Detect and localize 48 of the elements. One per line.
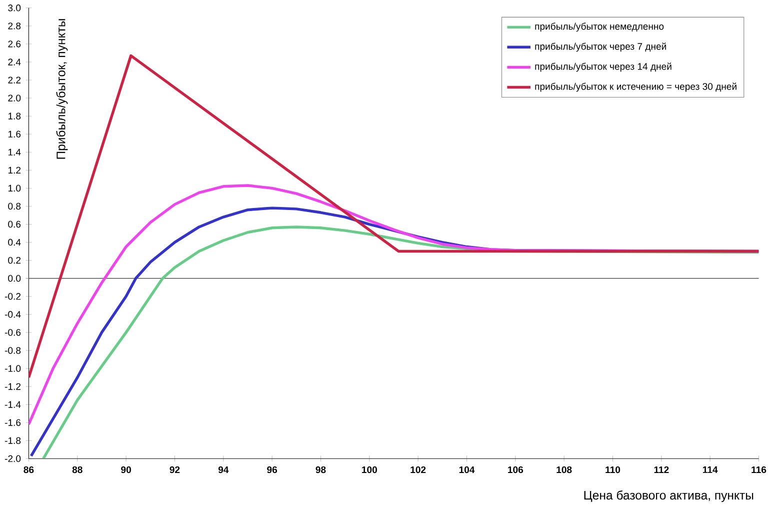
legend-label: прибыль/убыток через 7 дней [535,42,666,52]
y-tick-label: 0.4 [8,239,21,246]
x-tick-label: 102 [410,466,426,474]
y-tick-label: 1.2 [8,167,21,174]
y-tick-label: -0.6 [4,329,21,336]
x-tick-label: 104 [459,466,475,474]
y-tick-label: 2.6 [8,40,21,48]
x-axis-title: Цена базового актива, пункты [584,490,754,502]
legend-label: прибыль/убыток немедленно [535,22,664,32]
x-tick-label: 112 [654,466,669,474]
y-tick-label: 3.0 [8,4,21,12]
y-tick-label: -1.4 [4,401,21,408]
y-tick-label: 1.4 [8,149,21,156]
y-tick-label: -1.2 [4,383,21,390]
legend-label: прибыль/убыток к истечению = через 30 дней [535,82,736,92]
y-tick-label: -1.8 [4,437,21,444]
x-tick-label: 106 [508,466,524,474]
y-tick-label: 1.6 [8,130,21,138]
y-tick-label: 0.2 [8,257,21,264]
y-tick-label: -2.0 [4,455,21,462]
x-tick-label: 98 [316,466,326,474]
y-tick-label: 2.8 [8,22,21,30]
y-tick-label: -1.0 [4,365,21,372]
y-tick-label: -0.4 [4,311,21,318]
x-tick-label: 100 [362,466,377,474]
y-tick-label: 2.0 [8,94,21,102]
x-tick-label: 88 [72,466,82,474]
x-tick-label: 116 [752,466,766,474]
y-tick-label: -1.6 [4,419,21,426]
y-tick-label: -0.8 [4,347,21,354]
x-tick-label: 108 [556,466,572,474]
x-tick-label: 96 [267,466,278,474]
y-tick-label: 0.0 [8,275,21,282]
x-tick-label: 110 [606,466,620,474]
y-axis-title: Прибыль/убыток, пункты [56,19,68,159]
x-tick-label: 114 [702,466,718,474]
y-tick-label: 1.0 [8,185,21,192]
legend-label: прибыль/убыток через 14 дней [535,62,672,72]
y-tick-label: 1.8 [8,112,21,120]
y-tick-label: -0.2 [4,293,21,300]
x-tick-label: 92 [170,466,180,474]
x-tick-label: 90 [121,466,131,474]
x-tick-label: 94 [218,466,229,474]
y-tick-label: 2.4 [8,58,21,66]
y-tick-label: 0.8 [8,203,21,210]
y-tick-label: 0.6 [8,221,21,228]
y-tick-label: 2.2 [8,76,21,84]
x-tick-label: 86 [24,466,34,474]
